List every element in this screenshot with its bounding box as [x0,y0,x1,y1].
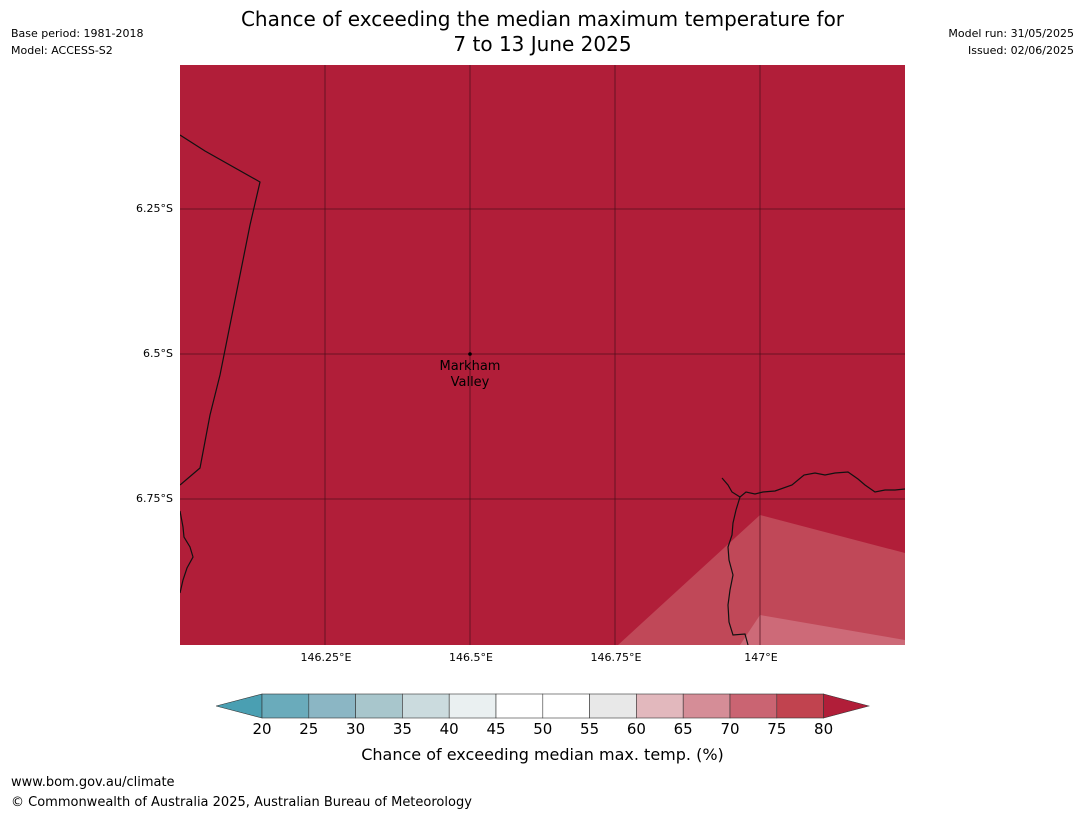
model-text: Model: ACCESS-S2 [11,44,113,57]
colorbar-tick-35: 35 [392,720,412,738]
map-panel[interactable] [180,65,905,645]
colorbar-segment-25-30 [308,693,356,719]
lowest-probability-region [740,615,905,645]
footer-url[interactable]: www.bom.gov.au/climate [11,775,175,790]
colorbar-title: Chance of exceeding median max. temp. (%… [361,745,724,764]
colorbar-tick-70: 70 [720,720,740,738]
lat-label-6-75: 6.75°S [136,492,173,505]
colorbar-tick-25: 25 [299,720,319,738]
colorbar [216,693,870,719]
colorbar-segment-35-40 [402,693,450,719]
colorbar-segment-40-45 [448,693,497,719]
map-title: Chance of exceeding the median maximum t… [180,7,905,57]
colorbar-segment-20-25 [261,693,310,719]
colorbar-tick-30: 30 [346,720,366,738]
colorbar-segment-45-50 [495,693,544,719]
colorbar-segment-70-75 [729,693,778,719]
place-name-line-2: Valley [450,375,490,390]
colorbar-segment-50-55 [542,693,590,719]
meta-left: Base period: 1981-2018 Model: ACCESS-S2 [11,25,143,59]
meta-right: Model run: 31/05/2025 Issued: 02/06/2025 [948,25,1074,59]
colorbar-segment-60-65 [636,693,684,719]
colorbar-segment-30-35 [355,693,403,719]
map-canvas [180,65,905,645]
colorbar-tick-65: 65 [673,720,693,738]
lon-label-146-75: 146.75°E [590,651,642,664]
coastline-east [721,471,905,498]
model-run-text: Model run: 31/05/2025 [948,27,1074,40]
colorbar-tick-75: 75 [767,720,787,738]
colorbar-tick-45: 45 [486,720,506,738]
colorbar-tick-40: 40 [439,720,459,738]
coastline-southwest [180,510,194,594]
issued-text: Issued: 02/06/2025 [967,44,1074,57]
lon-label-146-5: 146.5°E [449,651,493,664]
colorbar-extend-high [823,693,870,719]
colorbar-tick-50: 50 [533,720,553,738]
lat-label-6-5: 6.5°S [143,347,173,360]
coastlines-and-borders [180,134,905,645]
colorbar-segment-65-70 [682,693,731,719]
coastline-east-inlet [727,496,749,645]
colorbar-segments [216,693,870,719]
colorbar-tick-20: 20 [252,720,272,738]
lon-label-147: 147°E [744,651,778,664]
lat-label-6-25: 6.25°S [136,202,173,215]
colorbar-tick-80: 80 [814,720,834,738]
title-line-1: Chance of exceeding the median maximum t… [240,7,845,31]
colorbar-segment-55-60 [589,693,637,719]
lower-probability-region [618,515,905,645]
footer-copyright: © Commonwealth of Australia 2025, Austra… [11,795,472,810]
lon-label-146-25: 146.25°E [300,651,352,664]
colorbar-tick-60: 60 [626,720,646,738]
place-name-line-1: Markham [439,359,501,374]
colorbar-segment-75-80 [776,693,824,719]
colorbar-extend-low [216,693,263,719]
colorbar-tick-55: 55 [580,720,600,738]
border-line-west [180,134,261,486]
markham-valley-marker[interactable] [468,352,472,356]
base-period-text: Base period: 1981-2018 [11,27,144,40]
title-line-2: 7 to 13 June 2025 [453,32,632,56]
